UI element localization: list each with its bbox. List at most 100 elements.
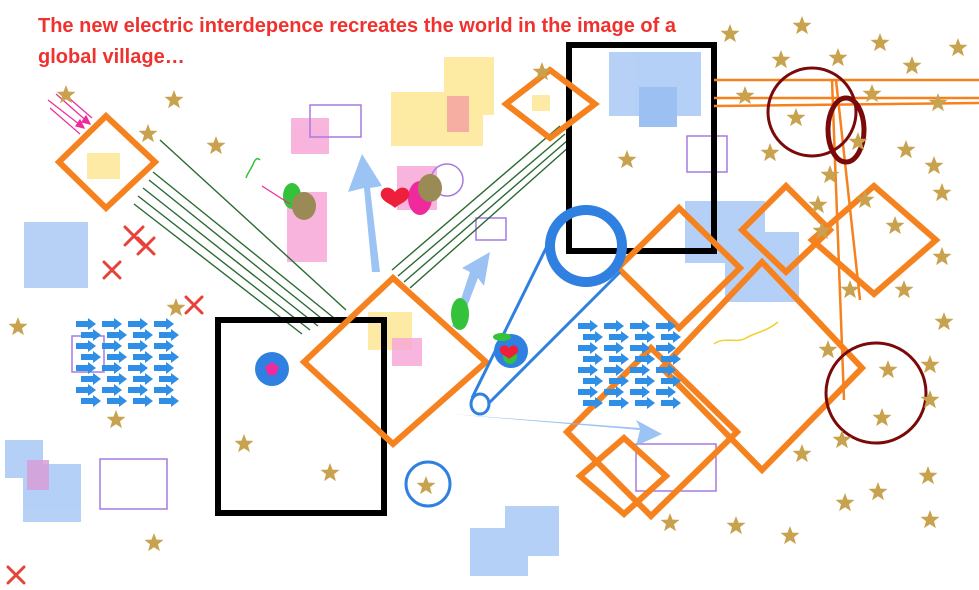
- star-icon: [771, 50, 791, 69]
- star-icon: [862, 84, 882, 103]
- star-icon: [932, 183, 952, 202]
- star-icon: [835, 493, 855, 512]
- arrow-icon: [159, 373, 179, 385]
- star-icon: [792, 16, 812, 35]
- arrow-icon: [661, 353, 681, 365]
- arrow-icon: [81, 395, 101, 407]
- arrow-grid-left: [76, 318, 179, 407]
- orange-diamonds: [54, 66, 941, 521]
- star-icon: [166, 298, 186, 317]
- arrow-icon: [159, 329, 179, 341]
- cross-icon: [6, 565, 26, 585]
- arrow-icon: [583, 353, 603, 365]
- star-icon: [934, 312, 954, 331]
- color-blobs: [265, 174, 519, 375]
- arrow-icon: [583, 375, 603, 387]
- arrow-icon: [661, 375, 681, 387]
- arrow-icon: [107, 351, 127, 363]
- arrow-grid-right: [578, 320, 681, 409]
- violet-outlines: [71, 104, 728, 510]
- star-icon: [726, 516, 746, 535]
- arrow-icon: [102, 384, 122, 396]
- star-icon: [868, 482, 888, 501]
- arrow-icon: [635, 397, 655, 409]
- star-icon: [660, 513, 680, 532]
- black-frames: [215, 42, 717, 516]
- arrow-icon: [630, 386, 650, 398]
- star-icon: [894, 280, 914, 299]
- arrow-icon: [154, 384, 174, 396]
- star-icon: [920, 510, 940, 529]
- cross-icon: [136, 236, 156, 256]
- star-icon: [920, 390, 940, 409]
- arrow-icon: [578, 320, 598, 332]
- arrow-icon: [609, 397, 629, 409]
- arrow-icon: [133, 329, 153, 341]
- green-connector-lines: [133, 125, 571, 335]
- arrow-icon: [128, 318, 148, 330]
- star-icon: [820, 165, 840, 184]
- arrow-icon: [630, 320, 650, 332]
- arrow-icon: [154, 362, 174, 374]
- arrow-icon: [578, 364, 598, 376]
- red-crosses: [6, 225, 204, 585]
- star-icon: [818, 340, 838, 359]
- arrow-icon: [583, 331, 603, 343]
- arrow-icon: [604, 342, 624, 354]
- arrow-icon: [630, 364, 650, 376]
- star-icon: [902, 56, 922, 75]
- arrow-icon: [133, 373, 153, 385]
- star-icon: [617, 150, 637, 169]
- star-icon: [416, 476, 436, 495]
- star-icon: [8, 317, 28, 336]
- arrow-icon: [635, 331, 655, 343]
- cross-icon: [102, 260, 122, 280]
- arrow-icon: [128, 384, 148, 396]
- star-icon: [164, 90, 184, 109]
- star-icon: [106, 410, 126, 429]
- star-icon: [896, 140, 916, 159]
- star-icon: [872, 408, 892, 427]
- star-icon: [840, 280, 860, 299]
- arrow-icon: [128, 340, 148, 352]
- arrow-icon: [604, 386, 624, 398]
- arrow-icon: [81, 329, 101, 341]
- star-icon: [760, 143, 780, 162]
- arrow-icon: [661, 397, 681, 409]
- star-icon: [920, 355, 940, 374]
- arrow-icon: [635, 353, 655, 365]
- star-icon: [808, 195, 828, 214]
- arrow-icon: [154, 318, 174, 330]
- star-icon: [792, 444, 812, 463]
- arrow-icon: [76, 362, 96, 374]
- arrow-icon: [81, 351, 101, 363]
- star-icon: [870, 33, 890, 52]
- arrow-icon: [76, 318, 96, 330]
- heart-icon: [499, 345, 519, 359]
- arrow-icon: [102, 340, 122, 352]
- star-icon: [948, 38, 968, 57]
- squiggles: [245, 157, 779, 345]
- star-icon: [56, 85, 76, 104]
- star-icon: [532, 62, 552, 81]
- star-icon: [206, 136, 226, 155]
- star-icon: [855, 190, 875, 209]
- star-icon: [234, 434, 254, 453]
- star-icon: [918, 466, 938, 485]
- arrow-icon: [76, 384, 96, 396]
- star-icon: [812, 221, 832, 240]
- heart-icon: [380, 187, 410, 208]
- star-icon: [878, 360, 898, 379]
- star-icon: [928, 93, 948, 112]
- star-icon: [735, 86, 755, 105]
- arrow-icon: [159, 351, 179, 363]
- arrow-icon: [102, 362, 122, 374]
- arrow-icon: [604, 364, 624, 376]
- dark-red-circles: [766, 66, 928, 445]
- star-icon: [924, 156, 944, 175]
- arrow-icon: [656, 320, 676, 332]
- arrow-icon: [133, 351, 153, 363]
- arrow-icon: [128, 362, 148, 374]
- arrow-icon: [630, 342, 650, 354]
- stars: [8, 16, 968, 552]
